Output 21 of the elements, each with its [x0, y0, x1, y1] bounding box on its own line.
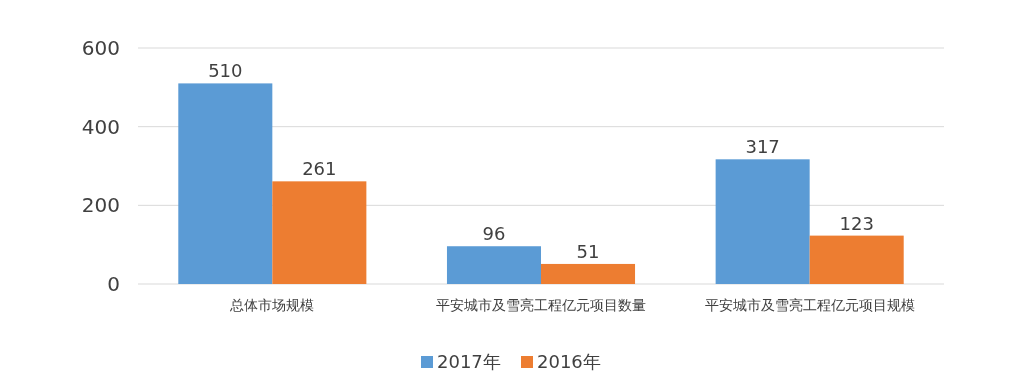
data-label: 261 [302, 158, 337, 180]
data-label: 510 [208, 60, 243, 82]
x-tick-label: 平安城市及雪亮工程亿元项目数量 [436, 297, 646, 313]
y-tick-label: 0 [107, 272, 120, 296]
bar [715, 159, 810, 284]
data-label: 96 [482, 223, 506, 245]
y-tick-label: 200 [81, 193, 120, 218]
bar [446, 246, 541, 284]
bar [541, 263, 636, 284]
data-label: 123 [839, 212, 874, 234]
data-label: 51 [576, 240, 600, 262]
y-tick-label: 400 [81, 114, 120, 139]
x-tick-label: 总体市场规模 [229, 297, 315, 313]
bar [272, 181, 367, 284]
y-tick-label: 600 [81, 36, 120, 60]
x-tick-label: 平安城市及雪亮工程亿元项目规模 [704, 297, 915, 313]
legend-label: 2016年 [537, 351, 601, 373]
legend-label: 2017年 [437, 351, 501, 373]
data-label: 317 [745, 136, 780, 158]
bar [178, 83, 273, 284]
bar [809, 235, 904, 284]
